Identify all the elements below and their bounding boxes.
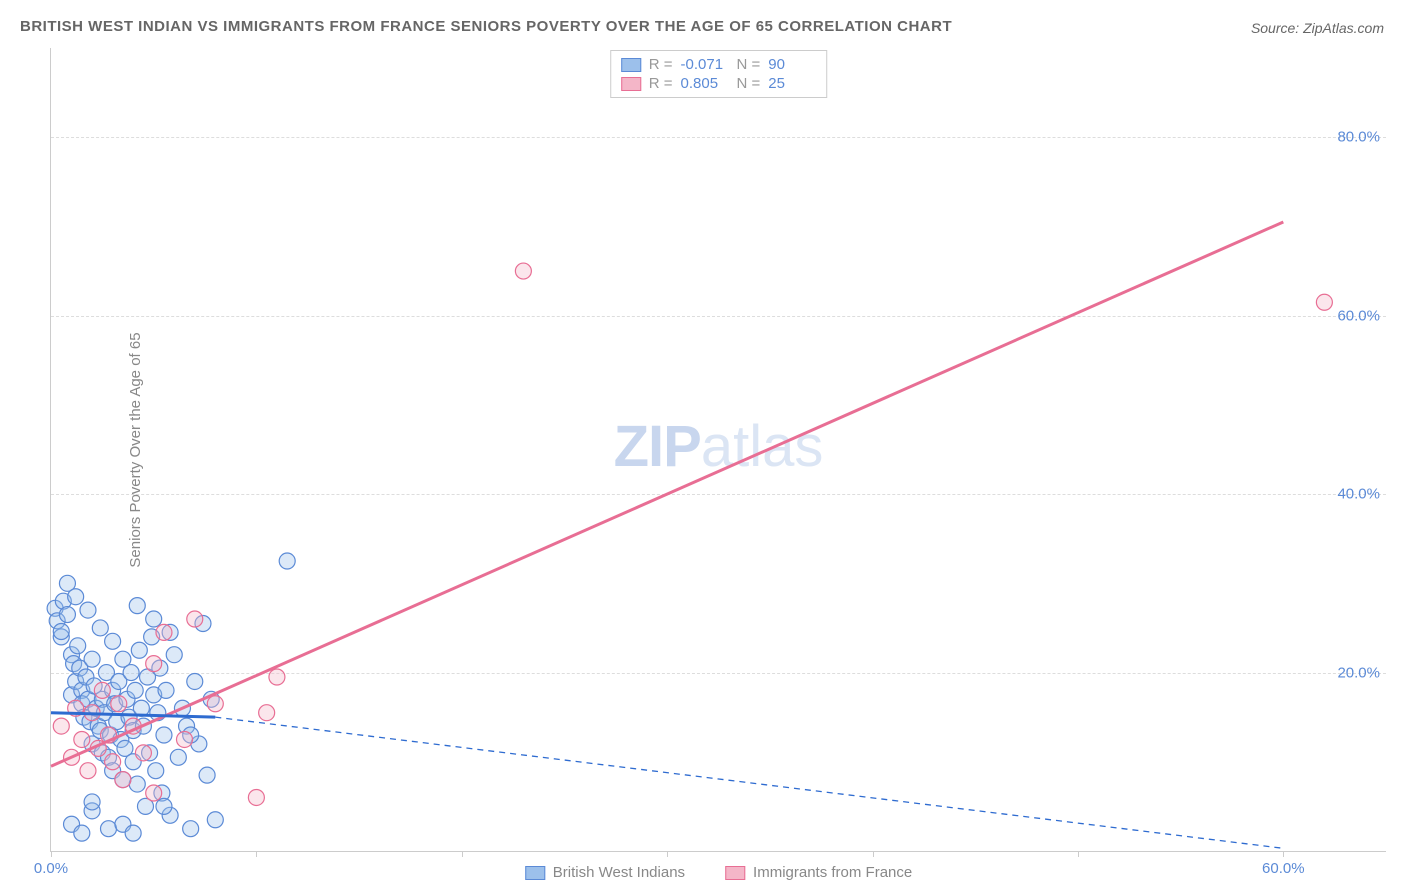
plot-svg xyxy=(51,48,1386,851)
n-value-bwi: 90 xyxy=(768,56,816,73)
legend-label-france: Immigrants from France xyxy=(753,864,912,881)
legend-label-bwi: British West Indians xyxy=(553,864,685,881)
legend-item-bwi: British West Indians xyxy=(525,864,685,881)
r-value-france: 0.805 xyxy=(681,75,729,92)
legend-item-france: Immigrants from France xyxy=(725,864,912,881)
chart-title: BRITISH WEST INDIAN VS IMMIGRANTS FROM F… xyxy=(20,18,952,35)
plot-frame: ZIPatlas 20.0%40.0%60.0%80.0% 0.0%60.0% … xyxy=(50,48,1386,852)
n-label: N = xyxy=(737,75,761,92)
r-label: R = xyxy=(649,56,673,73)
r-value-bwi: -0.071 xyxy=(681,56,729,73)
stats-row-france: R = 0.805 N = 25 xyxy=(619,74,819,93)
swatch-france xyxy=(725,866,745,880)
chart-area: ZIPatlas 20.0%40.0%60.0%80.0% 0.0%60.0% … xyxy=(50,48,1386,852)
swatch-france xyxy=(621,77,641,91)
stats-legend: R = -0.071 N = 90 R = 0.805 N = 25 xyxy=(610,50,828,98)
r-label: R = xyxy=(649,75,673,92)
source-attribution: Source: ZipAtlas.com xyxy=(1251,20,1384,36)
series-legend: British West Indians Immigrants from Fra… xyxy=(525,864,912,881)
y-axis-label: Seniors Poverty Over the Age of 65 xyxy=(127,332,144,567)
n-label: N = xyxy=(737,56,761,73)
stats-row-bwi: R = -0.071 N = 90 xyxy=(619,55,819,74)
n-value-france: 25 xyxy=(768,75,816,92)
swatch-bwi xyxy=(525,866,545,880)
swatch-bwi xyxy=(621,58,641,72)
